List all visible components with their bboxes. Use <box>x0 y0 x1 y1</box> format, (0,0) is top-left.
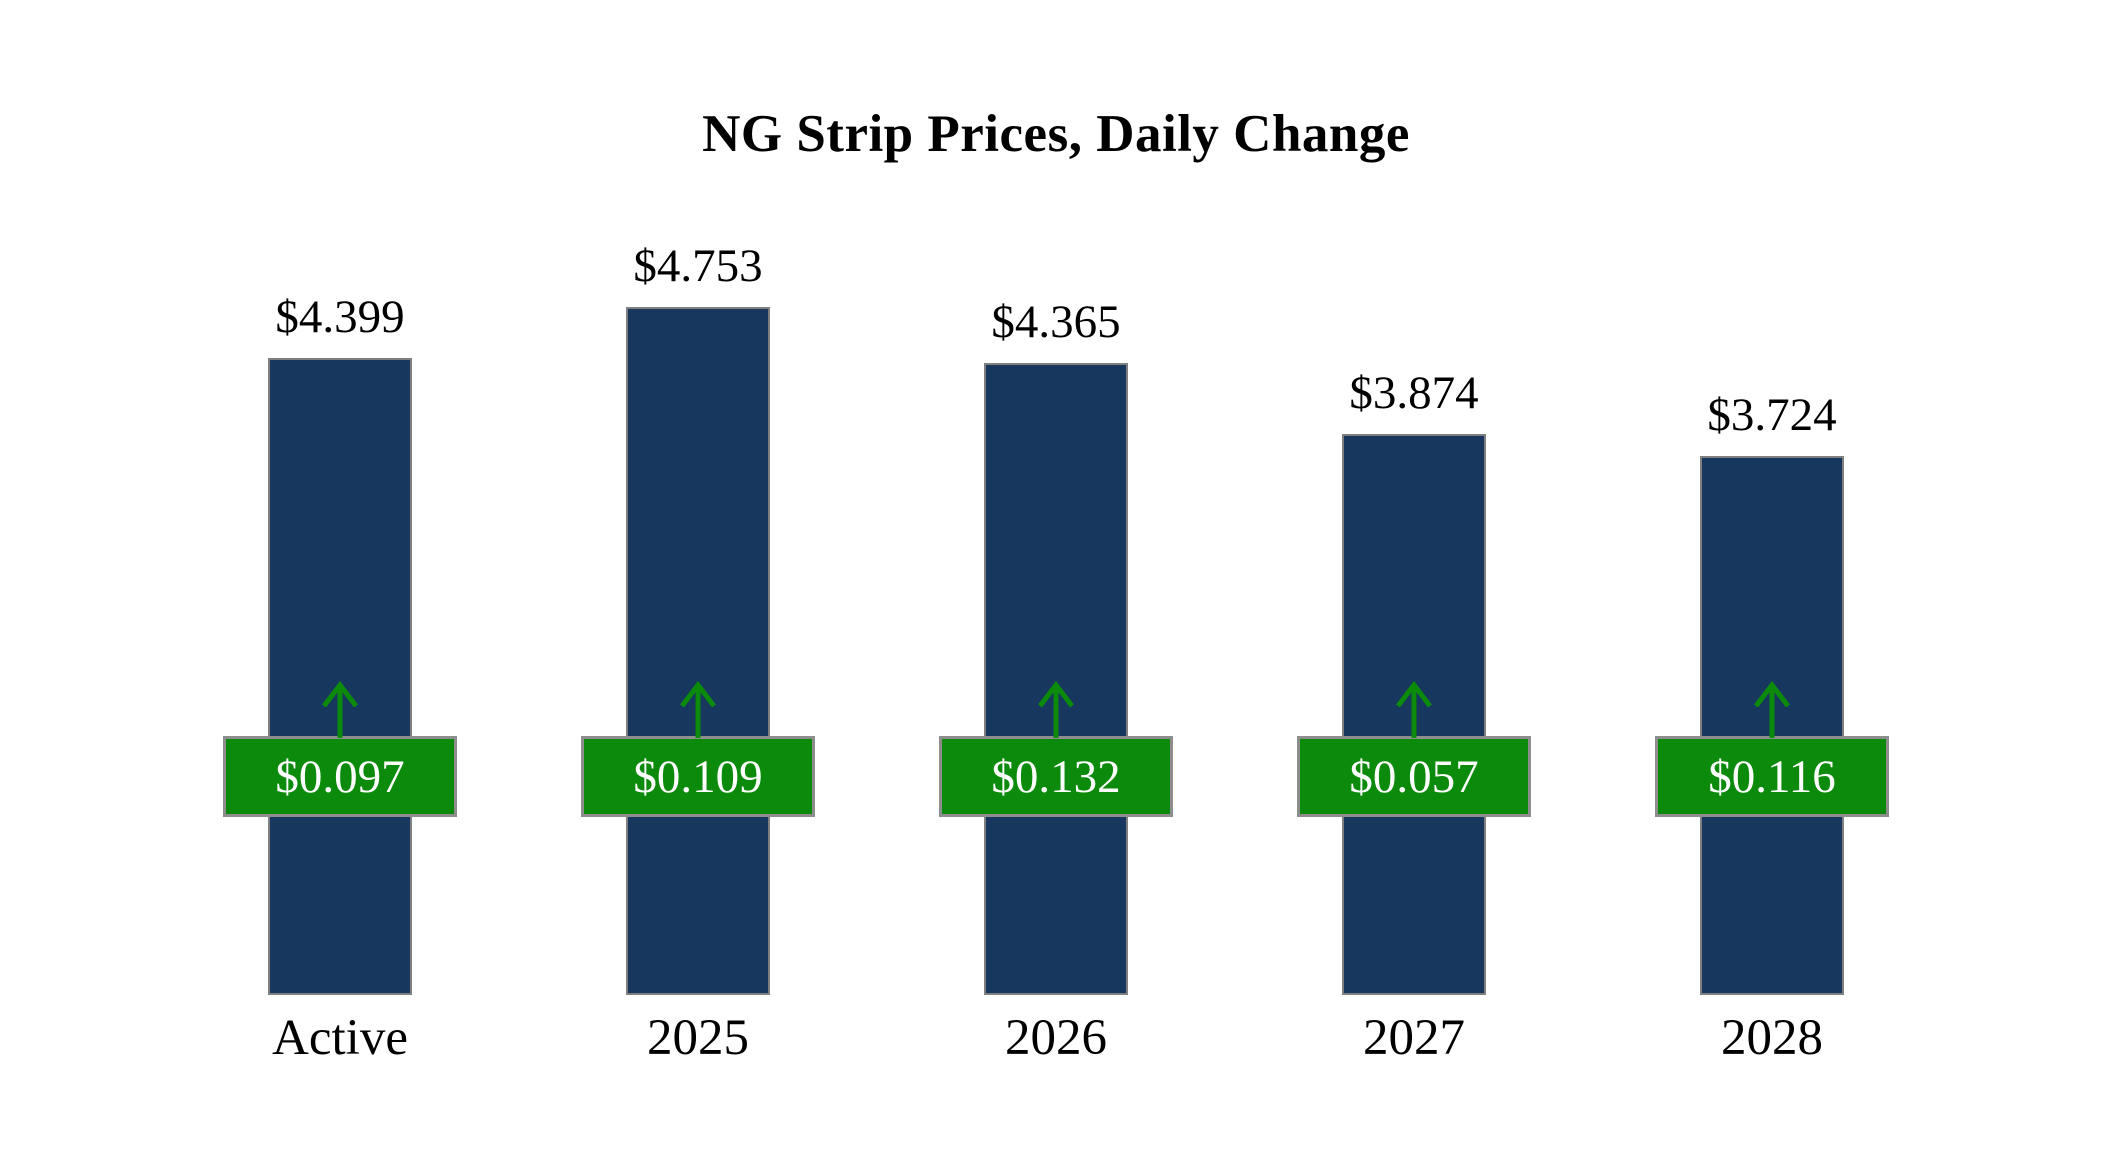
category-label: 2028 <box>1721 1010 1823 1066</box>
up-arrow-icon <box>1394 679 1434 739</box>
daily-change-badge: $0.097 <box>223 736 457 817</box>
price-label: $3.874 <box>1349 367 1479 420</box>
price-label: $4.753 <box>633 240 763 292</box>
daily-change-badge: $0.116 <box>1655 736 1889 817</box>
category-label: Active <box>272 1010 408 1066</box>
chart-area: $4.399 $0.097 Active $4.753 $0.109 2025 … <box>0 240 2112 1066</box>
up-arrow-icon <box>1036 679 1076 739</box>
up-arrow-icon <box>678 679 718 739</box>
bar-group-2026: $4.365 $0.132 2026 <box>916 296 1196 1066</box>
chart-title: NG Strip Prices, Daily Change <box>702 105 1410 163</box>
bar-group-2028: $3.724 $0.116 2028 <box>1632 307 1912 1066</box>
daily-change-badge: $0.109 <box>581 736 815 817</box>
strip-price-bar <box>268 358 412 995</box>
strip-price-bar <box>626 307 770 995</box>
bar-group-2027: $3.874 $0.057 2027 <box>1274 307 1554 1066</box>
category-label: 2026 <box>1005 1010 1107 1066</box>
strip-price-bar <box>984 363 1128 995</box>
category-label: 2027 <box>1363 1010 1465 1066</box>
price-label: $4.365 <box>991 296 1121 349</box>
daily-change-badge: $0.057 <box>1297 736 1531 817</box>
up-arrow-icon <box>320 679 360 739</box>
up-arrow-icon <box>1752 679 1792 739</box>
bar-group-2025: $4.753 $0.109 2025 <box>558 240 838 1066</box>
daily-change-badge: $0.132 <box>939 736 1173 817</box>
category-label: 2025 <box>647 1010 749 1066</box>
price-label: $4.399 <box>275 291 405 344</box>
bar-group-active: $4.399 $0.097 Active <box>200 291 480 1066</box>
price-label: $3.724 <box>1707 388 1837 441</box>
